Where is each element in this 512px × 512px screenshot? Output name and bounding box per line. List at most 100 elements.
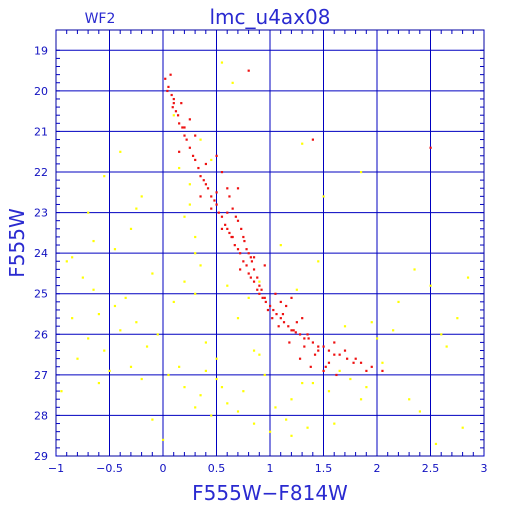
- red-point: [188, 118, 191, 121]
- red-point: [249, 256, 252, 259]
- yellow-point: [333, 422, 336, 425]
- y-axis-label: F555W: [5, 208, 29, 278]
- yellow-point: [252, 349, 256, 352]
- yellow-point: [172, 114, 175, 117]
- red-point: [226, 211, 229, 214]
- yellow-point: [408, 398, 411, 401]
- red-point: [199, 175, 202, 178]
- red-point: [370, 365, 373, 368]
- red-point: [288, 341, 291, 344]
- x-tick-label: 2.5: [422, 462, 440, 475]
- red-point: [256, 288, 259, 291]
- red-point: [239, 268, 242, 271]
- red-point: [429, 146, 432, 149]
- red-point: [178, 122, 181, 125]
- red-point: [311, 138, 314, 141]
- yellow-point: [338, 369, 341, 372]
- yellow-point: [279, 244, 282, 247]
- red-point: [234, 215, 237, 218]
- red-point: [167, 85, 170, 88]
- red-point: [256, 276, 259, 279]
- red-point: [172, 102, 175, 105]
- red-point: [172, 97, 175, 101]
- yellow-point: [194, 235, 197, 239]
- y-tick-label: 22: [34, 166, 48, 179]
- red-point: [236, 187, 240, 190]
- yellow-point: [162, 438, 165, 441]
- red-point: [261, 296, 264, 299]
- red-point: [220, 227, 224, 230]
- yellow-point: [258, 280, 261, 283]
- yellow-point: [413, 268, 416, 271]
- red-point: [243, 239, 246, 243]
- yellow-point: [274, 406, 277, 409]
- series-yellow-points: [60, 61, 470, 446]
- red-point: [271, 317, 274, 320]
- yellow-point: [359, 171, 363, 174]
- yellow-point: [108, 369, 111, 372]
- x-tick-label: −1: [48, 462, 64, 475]
- yellow-point: [76, 357, 79, 360]
- red-point: [263, 264, 266, 267]
- yellow-point: [295, 288, 298, 291]
- grid-lines: [55, 30, 485, 457]
- yellow-point: [322, 195, 325, 198]
- yellow-point: [188, 203, 191, 206]
- red-point: [335, 373, 338, 377]
- y-tick-label: 23: [34, 207, 48, 220]
- red-point: [170, 93, 173, 97]
- red-point: [274, 292, 277, 295]
- red-point: [279, 317, 282, 320]
- yellow-point: [349, 377, 352, 381]
- red-point: [313, 353, 317, 356]
- yellow-point: [306, 426, 309, 429]
- red-point: [236, 219, 240, 222]
- chart-subtitle: WF2: [85, 11, 116, 27]
- yellow-point: [97, 381, 100, 385]
- yellow-point: [247, 296, 250, 299]
- red-point: [269, 304, 272, 308]
- red-point: [185, 138, 188, 141]
- red-point: [290, 329, 293, 332]
- yellow-point: [220, 61, 224, 64]
- x-tick-label: 1.5: [315, 462, 333, 475]
- red-point: [233, 244, 236, 247]
- yellow-point: [113, 304, 117, 308]
- red-point: [213, 199, 216, 202]
- red-point: [306, 333, 309, 336]
- yellow-point: [461, 426, 464, 429]
- x-tick-label: 0: [160, 462, 167, 475]
- red-point: [303, 345, 306, 348]
- yellow-point: [258, 353, 261, 356]
- yellow-point: [65, 260, 68, 263]
- red-point: [290, 296, 293, 299]
- red-point: [210, 207, 213, 210]
- yellow-point: [365, 386, 368, 389]
- red-point: [343, 349, 347, 352]
- x-tick-label: 3: [481, 462, 488, 475]
- yellow-point: [290, 434, 293, 437]
- yellow-point: [183, 280, 186, 283]
- red-point: [279, 300, 282, 304]
- red-point: [164, 77, 167, 80]
- red-point: [169, 73, 172, 76]
- red-point: [338, 353, 341, 356]
- red-point: [245, 248, 248, 251]
- yellow-point: [167, 373, 170, 377]
- yellow-point: [343, 325, 347, 328]
- yellow-point: [103, 349, 106, 352]
- red-point: [194, 158, 197, 162]
- yellow-point: [311, 381, 314, 385]
- red-point: [210, 195, 213, 198]
- yellow-point: [418, 410, 421, 413]
- yellow-point: [269, 430, 272, 433]
- red-point: [215, 154, 218, 157]
- red-point: [354, 357, 357, 360]
- red-point: [324, 365, 327, 368]
- red-point: [264, 300, 267, 304]
- yellow-point: [236, 410, 240, 413]
- yellow-point: [135, 321, 138, 324]
- y-tick-label: 20: [34, 85, 48, 98]
- yellow-point: [440, 333, 443, 336]
